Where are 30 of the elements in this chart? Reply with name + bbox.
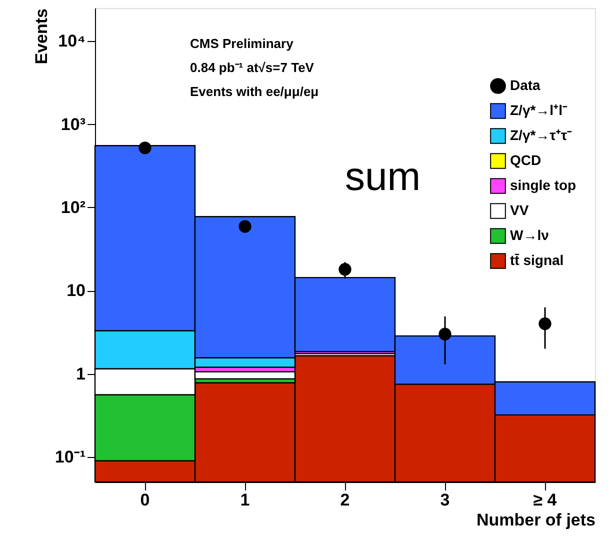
point bbox=[438, 328, 452, 340]
legend-label: single top bbox=[510, 177, 576, 193]
legend-label: QCD bbox=[510, 152, 542, 168]
annotation: sum bbox=[345, 155, 421, 199]
y-tick-label: 10² bbox=[60, 198, 86, 217]
y-axis-title: Events bbox=[32, 8, 51, 64]
legend-label: VV bbox=[510, 202, 530, 218]
annotation: 0.84 pb⁻¹ at√s=7 TeV bbox=[190, 60, 314, 75]
y-tick-label: 10⁻¹ bbox=[54, 447, 86, 466]
x-tick-label: 3 bbox=[440, 490, 450, 510]
x-tick-label: 2 bbox=[340, 490, 350, 510]
y-tick-label: 10⁴ bbox=[58, 32, 86, 51]
x-tick-label: ≥ 4 bbox=[533, 490, 558, 510]
legend-label: Z/γ*→l⁺l⁻ bbox=[510, 102, 568, 118]
x-tick-label: 0 bbox=[140, 490, 150, 510]
x-tick-label: 1 bbox=[240, 490, 250, 510]
point bbox=[338, 263, 352, 276]
legend-label: Z/γ*→τ⁺τ⁻ bbox=[510, 127, 572, 143]
y-tick-label: 1 bbox=[76, 364, 86, 384]
x-axis-title: Number of jets bbox=[476, 510, 596, 530]
legend-label: W→lν bbox=[510, 227, 550, 243]
point bbox=[238, 220, 252, 233]
annotation: CMS Preliminary bbox=[190, 36, 294, 51]
annotation: Events with ee/μμ/eμ bbox=[190, 84, 319, 99]
y-tick-label: 10 bbox=[66, 281, 86, 300]
legend-label: Data bbox=[510, 77, 541, 93]
legend-label: tt̄ signal bbox=[510, 252, 564, 268]
y-tick-label: 10³ bbox=[60, 114, 86, 134]
point bbox=[538, 317, 552, 330]
point bbox=[138, 142, 152, 154]
